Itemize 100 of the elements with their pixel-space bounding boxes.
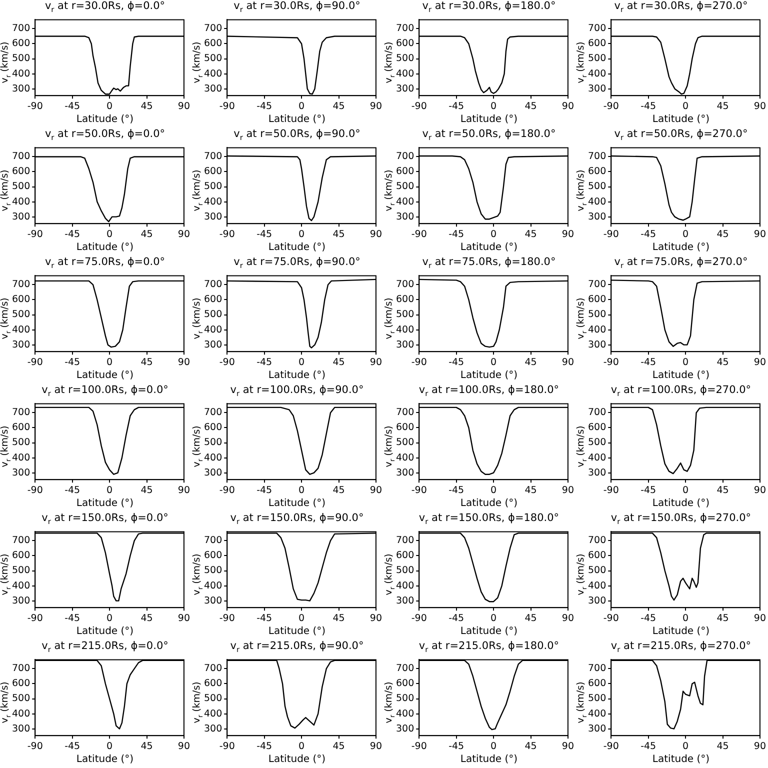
x-tick-label: -90 [411, 612, 427, 624]
chart-title: v$_{r}$ at r=100.0Rs, ϕ=270.0° [610, 384, 752, 400]
x-tick-label: 45 [332, 740, 345, 752]
x-tick-label: 0 [106, 356, 113, 368]
x-axis-title: Latitude (°) [267, 241, 327, 254]
y-tick-label: 700 [204, 279, 222, 290]
y-tick-label: 700 [204, 663, 222, 674]
x-axis-title: Latitude (°) [75, 625, 135, 638]
x-tick-label: 45 [140, 740, 153, 752]
x-tick-label: 0 [298, 100, 305, 112]
chart-title: v$_{r}$ at r=100.0Rs, ϕ=180.0° [418, 384, 560, 400]
x-tick-label: 0 [682, 740, 689, 752]
x-tick-label: -90 [603, 740, 619, 752]
x-tick-label: -45 [448, 356, 464, 368]
x-tick-label: 90 [370, 228, 382, 240]
y-tick-label: 300 [396, 595, 414, 606]
x-tick-label: -90 [603, 100, 619, 112]
y-tick-label: 500 [396, 181, 414, 192]
y-tick-label: 500 [12, 53, 30, 64]
x-tick-label: 0 [298, 612, 305, 624]
x-tick-label: 0 [298, 356, 305, 368]
chart-title: v$_{r}$ at r=50.0Rs, ϕ=180.0° [421, 128, 557, 144]
y-tick-label: 600 [12, 422, 30, 434]
x-tick-label: 0 [682, 484, 689, 496]
x-tick-label: -90 [603, 228, 619, 240]
x-tick-label: -90 [27, 484, 43, 496]
x-tick-label: 45 [716, 356, 729, 368]
x-tick-label: -90 [27, 228, 43, 240]
x-axis-title: Latitude (°) [75, 497, 135, 510]
y-tick-label: 300 [204, 723, 222, 734]
y-tick-label: 600 [204, 166, 222, 178]
x-tick-label: -45 [256, 612, 272, 624]
x-tick-label: -90 [411, 484, 427, 496]
y-tick-label: 300 [396, 83, 414, 94]
x-tick-label: 90 [754, 484, 766, 496]
x-axis-title: Latitude (°) [75, 113, 135, 126]
x-tick-label: -45 [256, 356, 272, 368]
x-tick-label: -90 [219, 740, 235, 752]
x-tick-label: 90 [754, 100, 766, 112]
x-tick-label: 90 [370, 740, 382, 752]
y-tick-label: 400 [204, 324, 222, 336]
y-tick-label: 400 [588, 452, 606, 464]
x-tick-label: 90 [370, 100, 382, 112]
y-tick-label: 400 [204, 196, 222, 208]
y-tick-label: 600 [396, 38, 414, 50]
y-tick-label: 500 [396, 53, 414, 64]
y-tick-label: 500 [588, 53, 606, 64]
x-tick-label: -45 [448, 612, 464, 624]
chart-title: v$_{r}$ at r=215.0Rs, ϕ=0.0° [40, 640, 170, 656]
chart-title: v$_{r}$ at r=150.0Rs, ϕ=180.0° [418, 512, 560, 528]
x-tick-label: 0 [490, 484, 497, 496]
x-tick-label: 0 [490, 228, 497, 240]
y-tick-label: 700 [204, 407, 222, 418]
x-tick-label: -45 [640, 228, 656, 240]
x-axis-title: Latitude (°) [267, 113, 327, 126]
y-tick-label: 400 [396, 452, 414, 464]
x-tick-label: -45 [64, 612, 80, 624]
chart-title: v$_{r}$ at r=50.0Rs, ϕ=90.0° [232, 128, 362, 144]
chart-title: v$_{r}$ at r=150.0Rs, ϕ=90.0° [229, 512, 365, 528]
y-tick-label: 300 [12, 595, 30, 606]
y-tick-label: 300 [204, 211, 222, 222]
y-tick-label: 700 [588, 151, 606, 162]
y-tick-label: 500 [588, 181, 606, 192]
chart-title: v$_{r}$ at r=75.0Rs, ϕ=90.0° [232, 256, 362, 272]
x-tick-label: -45 [64, 740, 80, 752]
x-tick-label: -45 [64, 228, 80, 240]
y-tick-label: 300 [396, 467, 414, 478]
x-tick-label: 0 [490, 356, 497, 368]
x-tick-label: 90 [562, 612, 574, 624]
y-tick-label: 500 [204, 181, 222, 192]
x-tick-label: 0 [682, 228, 689, 240]
x-tick-label: 90 [562, 356, 574, 368]
x-tick-label: 45 [716, 100, 729, 112]
x-tick-label: 0 [106, 228, 113, 240]
x-axis-title: Latitude (°) [459, 113, 519, 126]
x-axis-title: Latitude (°) [267, 753, 327, 766]
x-axis-title: Latitude (°) [75, 369, 135, 382]
x-axis-title: Latitude (°) [651, 625, 711, 638]
x-tick-label: 0 [490, 100, 497, 112]
x-tick-label: 90 [370, 612, 382, 624]
x-tick-label: -45 [448, 100, 464, 112]
y-tick-label: 400 [588, 708, 606, 720]
y-tick-label: 300 [396, 723, 414, 734]
x-tick-label: -45 [64, 100, 80, 112]
chart-title: v$_{r}$ at r=30.0Rs, ϕ=270.0° [613, 0, 749, 16]
y-tick-label: 600 [12, 294, 30, 306]
x-tick-label: -45 [64, 484, 80, 496]
x-tick-label: 90 [754, 740, 766, 752]
x-tick-label: 90 [178, 356, 190, 368]
x-tick-label: 90 [562, 484, 574, 496]
y-tick-label: 400 [396, 324, 414, 336]
chart-title: v$_{r}$ at r=50.0Rs, ϕ=270.0° [613, 128, 749, 144]
y-tick-label: 500 [204, 53, 222, 64]
x-tick-label: 45 [716, 740, 729, 752]
x-tick-label: 90 [754, 612, 766, 624]
x-tick-label: 0 [106, 612, 113, 624]
x-tick-label: -90 [27, 740, 43, 752]
x-tick-label: -90 [219, 100, 235, 112]
x-tick-label: -90 [603, 356, 619, 368]
x-tick-label: -45 [64, 356, 80, 368]
